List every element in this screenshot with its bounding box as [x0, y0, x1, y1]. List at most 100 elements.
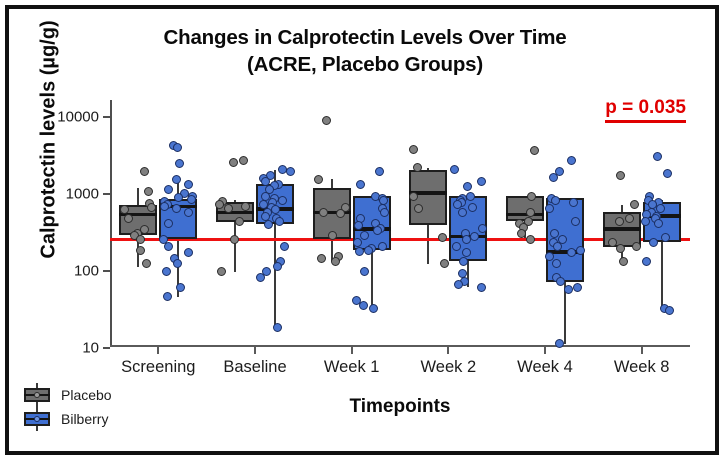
- data-point: [229, 234, 239, 244]
- data-point: [409, 145, 419, 155]
- data-point: [238, 156, 248, 166]
- y-tick-label: 100: [73, 262, 99, 280]
- data-point: [525, 234, 535, 244]
- data-point: [573, 282, 583, 292]
- p-value-annotation: p = 0.035: [605, 97, 686, 123]
- data-point: [619, 256, 629, 266]
- data-point: [439, 259, 449, 269]
- data-point: [214, 200, 224, 210]
- data-point: [549, 172, 559, 182]
- data-point: [652, 151, 662, 161]
- data-point: [240, 202, 250, 212]
- data-point: [463, 182, 473, 192]
- chart-title-line-2: (ACRE, Placebo Groups): [247, 53, 483, 77]
- data-point: [615, 243, 625, 253]
- data-point: [523, 216, 533, 226]
- data-point: [571, 217, 581, 227]
- data-point: [608, 237, 618, 247]
- data-point: [184, 247, 194, 257]
- data-point: [353, 237, 363, 247]
- data-point: [452, 242, 462, 252]
- data-point: [632, 242, 642, 252]
- data-point: [278, 195, 288, 205]
- data-point: [355, 246, 365, 256]
- data-point: [549, 228, 559, 238]
- data-point: [319, 207, 329, 217]
- data-point: [331, 256, 341, 266]
- data-point: [653, 219, 663, 228]
- data-point: [529, 146, 539, 156]
- data-point: [322, 116, 332, 126]
- x-axis-label: Timepoints: [349, 396, 451, 417]
- data-point: [341, 203, 351, 213]
- x-tick: [157, 347, 160, 354]
- legend-swatch-bilberry: [22, 407, 52, 431]
- data-point: [372, 226, 382, 236]
- median-line: [506, 213, 544, 217]
- data-point: [457, 207, 467, 217]
- data-point: [174, 159, 184, 168]
- data-point: [566, 247, 576, 257]
- median-line: [409, 191, 448, 195]
- data-point: [275, 217, 285, 227]
- data-point: [327, 230, 337, 240]
- data-point: [163, 185, 173, 195]
- data-point: [556, 277, 566, 287]
- data-point: [378, 242, 388, 252]
- chart-title-line-1: Changes in Calprotectin Levels Over Time: [163, 26, 567, 49]
- data-point: [163, 292, 173, 302]
- data-point: [224, 204, 234, 214]
- legend: Placebo Bilberry: [22, 383, 112, 431]
- data-point: [660, 233, 670, 243]
- data-point: [351, 296, 361, 306]
- data-point: [173, 142, 183, 152]
- x-tick-label: Week 1: [323, 358, 380, 376]
- data-point: [171, 174, 181, 184]
- data-point: [465, 191, 475, 201]
- data-point: [234, 216, 244, 226]
- data-point: [123, 213, 133, 223]
- data-point: [255, 272, 265, 282]
- x-tick: [544, 347, 546, 354]
- y-axis-line: [110, 100, 112, 347]
- data-point: [470, 232, 480, 242]
- data-point: [379, 207, 389, 217]
- data-point: [164, 242, 174, 252]
- data-point: [279, 242, 289, 252]
- data-point: [159, 202, 169, 212]
- median-line: [546, 250, 584, 254]
- data-point: [378, 195, 388, 205]
- data-point: [317, 254, 326, 264]
- y-tick-label: 10: [82, 339, 99, 357]
- data-point: [353, 220, 363, 230]
- y-tick: 10: [82, 340, 110, 357]
- data-point: [544, 251, 554, 261]
- data-point: [558, 234, 568, 244]
- data-point: [413, 204, 423, 214]
- data-point: [452, 200, 462, 210]
- data-point: [359, 267, 369, 277]
- y-tick: 10000: [57, 108, 110, 125]
- data-point: [478, 224, 488, 234]
- data-point: [438, 233, 448, 243]
- data-point: [576, 245, 586, 255]
- whisker: [660, 200, 663, 311]
- data-point: [630, 200, 640, 210]
- chart-title: Changes in Calprotectin Levels Over Time…: [60, 24, 670, 78]
- data-point: [173, 259, 183, 269]
- x-tick: [640, 347, 643, 354]
- data-point: [261, 267, 271, 277]
- data-point: [568, 197, 578, 207]
- median-line: [642, 214, 681, 218]
- data-point: [567, 156, 577, 166]
- data-point: [552, 242, 562, 252]
- data-point: [176, 282, 186, 292]
- median-line: [352, 227, 391, 231]
- y-tick-label: 1000: [65, 185, 99, 203]
- data-point: [174, 193, 184, 203]
- data-point: [662, 168, 672, 178]
- x-axis-line: [110, 345, 690, 347]
- data-point: [186, 194, 196, 204]
- x-tick-label: Week 2: [420, 358, 477, 376]
- data-point: [462, 234, 472, 244]
